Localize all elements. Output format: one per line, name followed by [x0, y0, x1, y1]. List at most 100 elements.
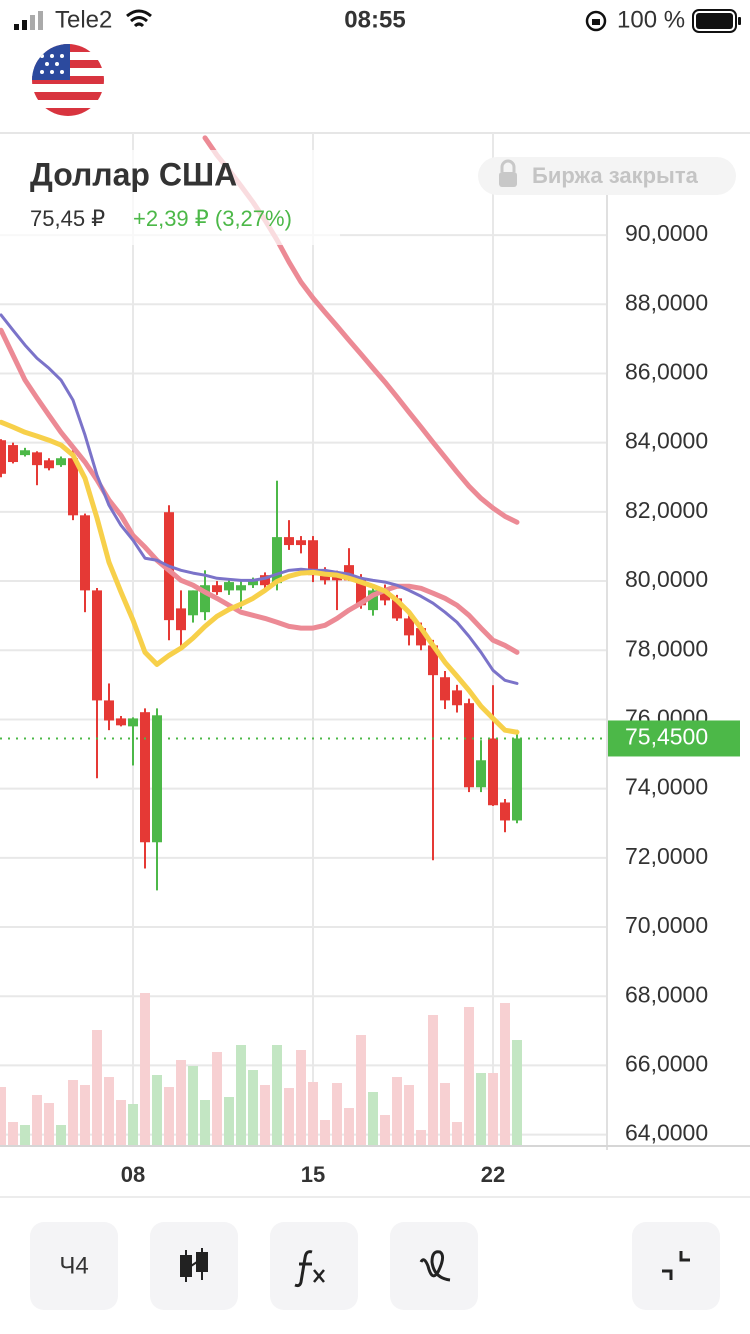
indicators-button[interactable] — [270, 1222, 358, 1310]
flag-stripe — [32, 108, 104, 116]
candle-body — [80, 515, 90, 591]
price-tag-label: 75,4500 — [625, 724, 708, 750]
candle-body — [428, 645, 438, 676]
candle-body — [272, 537, 282, 584]
volume-bar — [128, 1104, 138, 1145]
collapse-icon — [662, 1251, 690, 1280]
status-bar: Tele2 08:55 100 % — [14, 6, 741, 33]
moving-average-line — [0, 327, 520, 655]
candle-body — [356, 578, 366, 606]
volume-bar — [212, 1052, 222, 1145]
volume-bar — [224, 1097, 234, 1145]
candle-body — [368, 590, 378, 611]
volume-bar — [308, 1082, 318, 1145]
volume-bar — [296, 1050, 306, 1145]
y-tick-label: 68,0000 — [625, 981, 708, 1007]
instrument-title: Доллар США — [30, 156, 237, 192]
flag-icon — [32, 44, 104, 116]
volume-bar — [272, 1045, 282, 1145]
toolbar: Ч4 — [30, 1222, 720, 1310]
volume-bar — [404, 1085, 414, 1145]
candle-body — [476, 760, 486, 788]
candle-body — [92, 590, 102, 701]
volume-bar — [56, 1125, 66, 1145]
interval-button[interactable] — [30, 1222, 118, 1310]
volume-bar — [8, 1122, 18, 1145]
volume-bar — [116, 1100, 126, 1145]
fx-icon — [313, 1269, 325, 1283]
volume-bar — [176, 1060, 186, 1145]
volume-bar — [284, 1088, 294, 1145]
flag-stripe — [32, 92, 104, 100]
candle-body — [284, 537, 294, 546]
volume-bar — [164, 1087, 174, 1145]
y-tick-label: 84,0000 — [625, 428, 708, 454]
volume-bar — [260, 1085, 270, 1145]
signal-bar — [22, 20, 27, 30]
lock-icon — [500, 159, 516, 172]
header-backdrop — [0, 150, 340, 245]
volume-bar — [320, 1120, 330, 1145]
volume-bar — [248, 1070, 258, 1145]
chart-type-button[interactable] — [150, 1222, 238, 1310]
price-tag — [608, 720, 740, 757]
volume-bar — [104, 1077, 114, 1145]
drawing-icon — [419, 1250, 451, 1282]
candle-body — [500, 802, 510, 821]
x-tick-label: 22 — [481, 1162, 505, 1187]
candle-body — [440, 677, 450, 701]
battery-tip — [738, 17, 741, 25]
volume-bar — [500, 1003, 510, 1145]
last-price: 75,45 ₽ — [30, 206, 105, 231]
candle-body — [116, 718, 126, 726]
candle-body — [308, 540, 318, 576]
volume-bar — [512, 1040, 522, 1145]
candle-body — [296, 540, 306, 546]
candle-body — [332, 575, 342, 581]
candle-body — [56, 458, 66, 466]
y-tick-label: 74,0000 — [625, 774, 708, 800]
volume-bar — [380, 1115, 390, 1145]
candle-body — [224, 582, 234, 591]
y-tick-label: 72,0000 — [625, 843, 708, 869]
battery-level: 100 % — [617, 6, 685, 33]
volume-bar — [428, 1015, 438, 1145]
candle-body — [152, 715, 162, 843]
volume-bar — [440, 1083, 450, 1145]
interval-label[interactable]: Ч4 — [59, 1252, 88, 1279]
candle-body — [0, 440, 6, 474]
y-tick-label: 90,0000 — [625, 220, 708, 246]
volume-bar — [188, 1066, 198, 1145]
volume-bar — [416, 1130, 426, 1145]
volume-bar — [392, 1077, 402, 1145]
battery-icon — [692, 9, 737, 33]
fx-icon — [294, 1250, 313, 1288]
volume-bar — [200, 1100, 210, 1145]
candle-body — [140, 712, 150, 843]
volume-bar — [476, 1073, 486, 1145]
volume-bar — [20, 1125, 30, 1145]
candle-body — [104, 700, 114, 721]
candle-body — [200, 585, 210, 613]
y-tick-label: 64,0000 — [625, 1120, 708, 1146]
y-tick-label: 78,0000 — [625, 635, 708, 661]
candle-body — [380, 590, 390, 601]
candle-body — [128, 718, 138, 727]
candle-body — [188, 590, 198, 616]
lock-icon — [499, 172, 517, 187]
volume-bar — [68, 1080, 78, 1145]
y-tick-label: 82,0000 — [625, 497, 708, 523]
candle-body — [248, 580, 258, 586]
clock: 08:55 — [344, 6, 405, 33]
volume-bar — [92, 1030, 102, 1145]
wifi-icon — [126, 9, 152, 28]
axes: 90,0000 88,0000 86,0000 84,0000 82,0000 80,00… — [121, 220, 740, 1187]
collapse-button[interactable] — [632, 1222, 720, 1310]
moving-average-line — [0, 313, 519, 685]
candle-body — [212, 585, 222, 593]
y-tick-label: 80,0000 — [625, 566, 708, 592]
volume-bar — [236, 1045, 246, 1145]
